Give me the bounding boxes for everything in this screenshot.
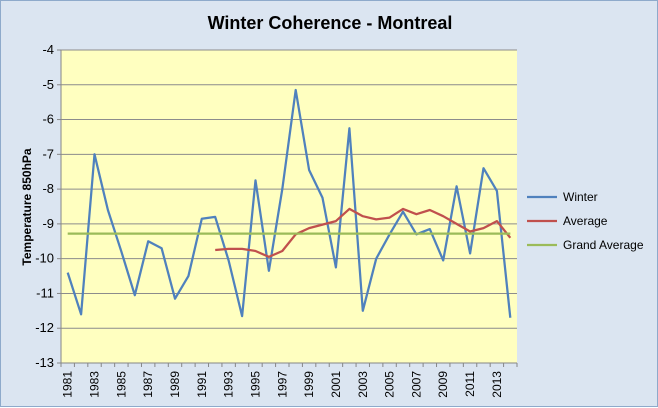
x-tick-label: 1981 [61, 371, 75, 398]
x-tick-label: 1991 [195, 371, 209, 398]
y-axis-label: Temperature 850hPa [20, 148, 34, 265]
y-tick-label: -10 [35, 251, 54, 266]
legend: Winter Average Grand Average [527, 190, 644, 252]
series-line-average [215, 207, 512, 259]
y-tick-label: -6 [42, 112, 54, 127]
y-tick-label: -13 [35, 355, 54, 370]
x-tick-label: 1989 [168, 371, 182, 398]
y-tick-label: -7 [42, 146, 54, 161]
series-line-winter [66, 88, 512, 318]
y-tick-label: -8 [42, 181, 54, 196]
x-tick-label: 1997 [275, 371, 289, 398]
x-tick-label: 2013 [490, 371, 504, 398]
x-tick-label: 2005 [383, 371, 397, 398]
x-tick-label: 2001 [329, 371, 343, 398]
legend-label: Average [563, 214, 608, 228]
x-tick-label: 1985 [114, 371, 128, 398]
x-tick-label: 1999 [302, 371, 316, 398]
x-tick-label: 1995 [248, 371, 262, 398]
y-tick-label: -11 [36, 285, 54, 300]
x-tick-label: 1983 [88, 371, 102, 398]
y-tick-label: -5 [42, 77, 54, 92]
axes: -4 -5 -6 -7 -8 -9 -10 -11 -12 -13 1981 1983 1985 1987… [35, 42, 518, 398]
legend-label: Winter [563, 190, 598, 204]
x-tick-label: 2009 [436, 371, 450, 398]
x-tick-label: 2007 [409, 371, 423, 398]
y-tick-label: -12 [35, 320, 54, 335]
legend-label: Grand Average [563, 238, 644, 252]
y-tick-label: -9 [42, 216, 54, 231]
x-tick-label: 2003 [356, 371, 370, 398]
x-tick-label: 1993 [222, 371, 236, 398]
series-lines [66, 88, 512, 318]
y-tick-label: -4 [42, 42, 54, 57]
x-tick-label: 1987 [141, 371, 155, 398]
chart-title: Winter Coherence - Montreal [208, 13, 453, 33]
x-tick-label: 2011 [463, 371, 477, 397]
plot-area [61, 50, 517, 363]
